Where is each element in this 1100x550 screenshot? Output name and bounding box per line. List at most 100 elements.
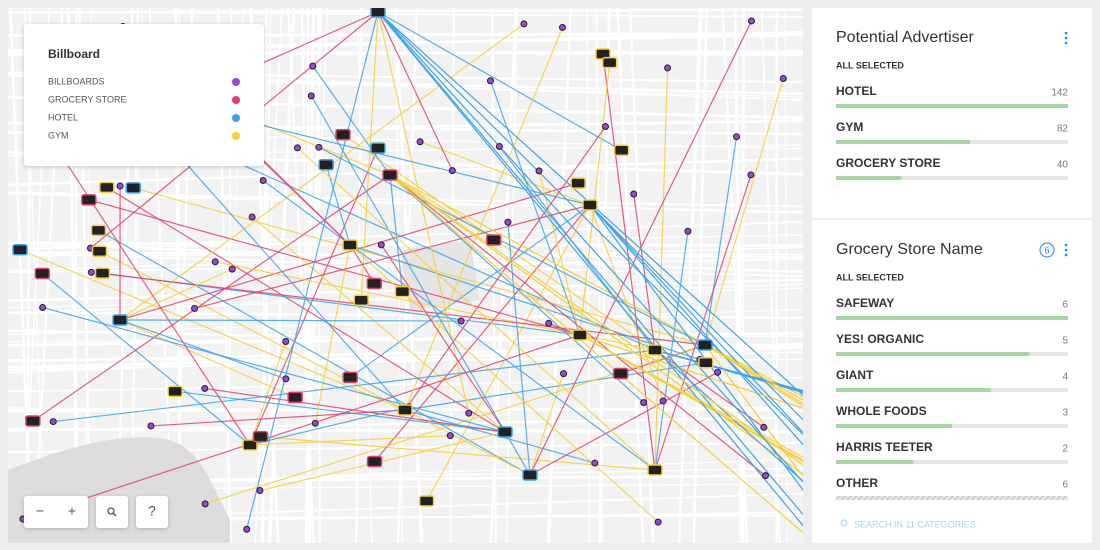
- legend-swatch: [232, 114, 240, 122]
- legend-swatch: [232, 78, 240, 86]
- billboard-point: [307, 92, 315, 100]
- category-bar: [836, 140, 970, 144]
- category-name[interactable]: SAFEWAY: [836, 296, 894, 310]
- menu-dot[interactable]: [1064, 253, 1068, 257]
- billboard-point: [256, 487, 264, 495]
- category-name[interactable]: GYM: [836, 120, 863, 134]
- menu-dot[interactable]: [1064, 31, 1068, 35]
- poi-icon: [112, 314, 128, 326]
- billboard-point: [486, 77, 494, 85]
- category-count: 4: [1062, 372, 1068, 383]
- category-name[interactable]: HOTEL: [836, 84, 877, 98]
- billboard-point: [315, 143, 323, 151]
- billboard-point: [495, 143, 503, 151]
- road: [8, 234, 803, 250]
- billboard-point: [377, 241, 385, 249]
- road: [9, 8, 33, 543]
- connection: [251, 216, 506, 433]
- connection: [119, 319, 287, 380]
- connection: [32, 174, 391, 422]
- connection: [579, 334, 803, 409]
- connection: [22, 334, 581, 520]
- help-button[interactable]: [136, 496, 168, 528]
- menu-dot[interactable]: [1064, 248, 1068, 252]
- search-button[interactable]: [96, 496, 128, 528]
- road: [8, 376, 803, 393]
- menu-dot[interactable]: [1064, 36, 1068, 40]
- map-control[interactable]: +: [68, 503, 76, 519]
- billboard-point: [601, 122, 609, 130]
- poi-icon: [382, 169, 398, 181]
- road: [491, 8, 497, 543]
- road: [586, 8, 591, 543]
- connection: [507, 222, 531, 476]
- connection: [389, 174, 495, 241]
- poi-icon: [697, 339, 713, 351]
- billboard-point: [659, 397, 667, 405]
- road: [8, 8, 193, 9]
- legend-swatch: [232, 96, 240, 104]
- poi-icon: [342, 239, 358, 251]
- poi-icon: [570, 177, 586, 189]
- connection: [262, 179, 656, 471]
- poi-icon: [335, 128, 351, 141]
- category-search[interactable]: SEARCH IN 11 CATEGORIES: [854, 519, 976, 529]
- category-name[interactable]: GIANT: [836, 368, 874, 382]
- poi-icon: [353, 294, 369, 306]
- poi-icon: [698, 356, 714, 369]
- category-count: 40: [1057, 160, 1069, 171]
- road: [505, 8, 518, 543]
- search-icon: [107, 507, 115, 515]
- poi-icon: [647, 344, 663, 356]
- road: [8, 191, 803, 208]
- connection: [297, 147, 656, 471]
- connection: [654, 349, 803, 392]
- category-name[interactable]: HARRIS TEETER: [836, 440, 933, 454]
- poi-icon: [252, 430, 269, 443]
- legend-label: HOTEL: [48, 112, 78, 122]
- menu-dot[interactable]: [1064, 243, 1068, 247]
- billboard-point: [416, 138, 424, 146]
- search-icon: [840, 519, 848, 527]
- connection: [325, 164, 351, 246]
- billboard-point: [293, 144, 301, 152]
- poi-icon: [242, 439, 258, 451]
- road: [8, 283, 803, 314]
- connection: [41, 272, 251, 446]
- connection: [633, 193, 656, 351]
- category-name[interactable]: OTHER: [836, 476, 878, 490]
- road: [287, 8, 315, 543]
- connection: [91, 271, 706, 346]
- badge: [1039, 242, 1055, 258]
- connection: [19, 249, 406, 411]
- menu-dot[interactable]: [1064, 41, 1068, 45]
- map-control[interactable]: −: [36, 503, 44, 519]
- zoom-controls: [24, 496, 88, 528]
- billboard-point: [191, 304, 199, 312]
- billboard-point: [228, 265, 236, 273]
- poi-icon: [34, 267, 51, 280]
- connection: [404, 27, 564, 411]
- category-count: 82: [1057, 124, 1069, 135]
- connection: [106, 186, 506, 433]
- road: [733, 8, 745, 543]
- poi-icon: [397, 404, 413, 416]
- poi-icon: [418, 495, 435, 507]
- billboard-point: [147, 422, 155, 430]
- connection: [389, 174, 803, 466]
- poi-icon: [366, 455, 383, 468]
- connection: [53, 349, 656, 423]
- category-count: 6: [1062, 480, 1068, 491]
- road: [8, 427, 803, 434]
- category-name[interactable]: YES! ORGANIC: [836, 332, 924, 346]
- connection: [389, 174, 803, 534]
- category-count: 2: [1062, 444, 1068, 455]
- road: [733, 8, 742, 543]
- billboard-point: [630, 190, 638, 198]
- map-control[interactable]: ?: [148, 503, 156, 519]
- category-name[interactable]: WHOLE FOODS: [836, 404, 927, 418]
- category-name[interactable]: GROCERY STORE: [836, 156, 940, 170]
- bar-track: [836, 176, 1068, 180]
- connection: [389, 174, 803, 475]
- category-count: 142: [1051, 88, 1068, 99]
